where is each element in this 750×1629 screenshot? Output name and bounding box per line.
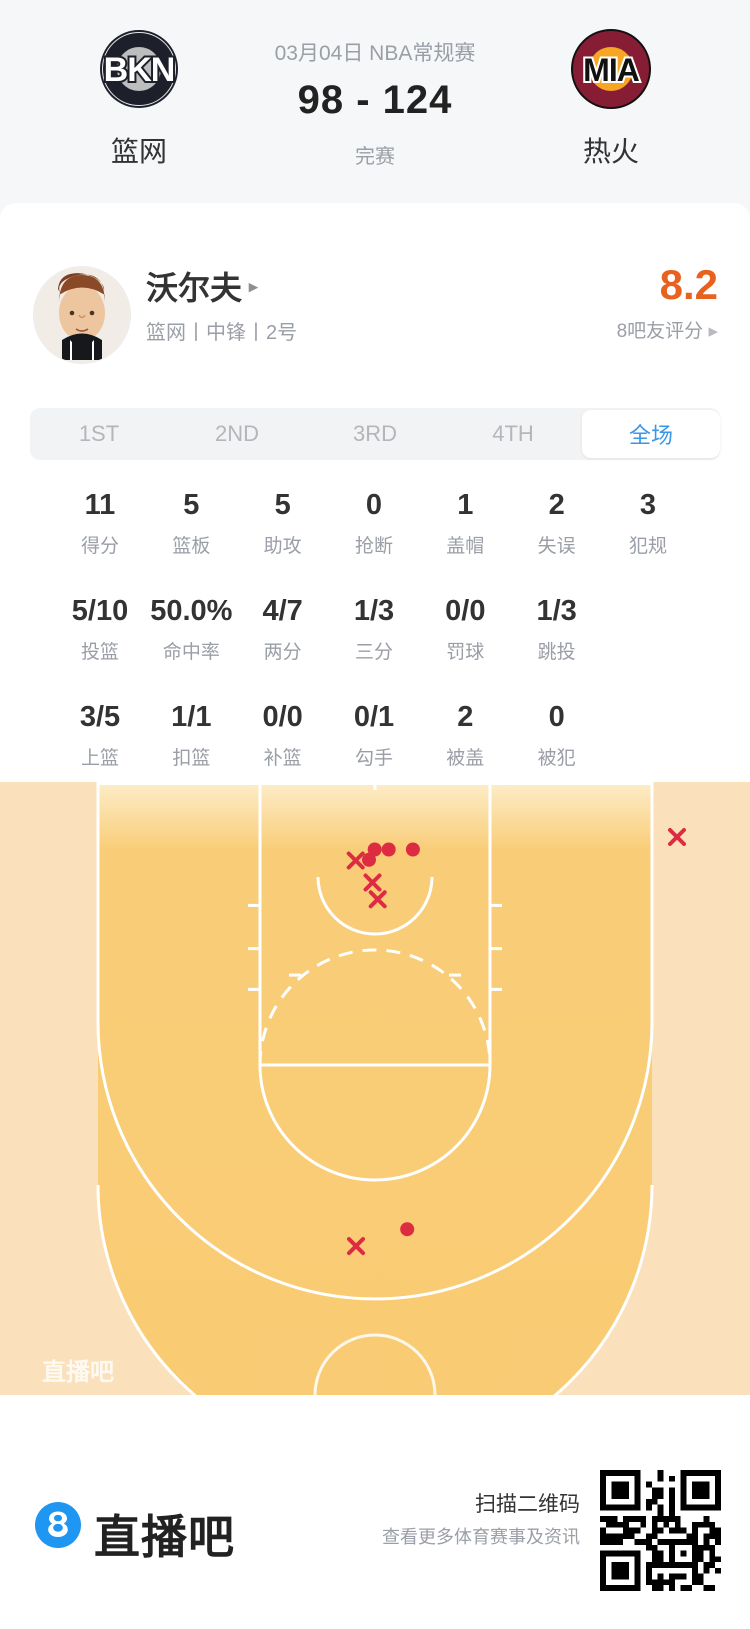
svg-text:BKN: BKN: [104, 51, 175, 89]
svg-text:MIA: MIA: [583, 52, 640, 88]
svg-text:直播吧: 直播吧: [42, 1359, 114, 1386]
